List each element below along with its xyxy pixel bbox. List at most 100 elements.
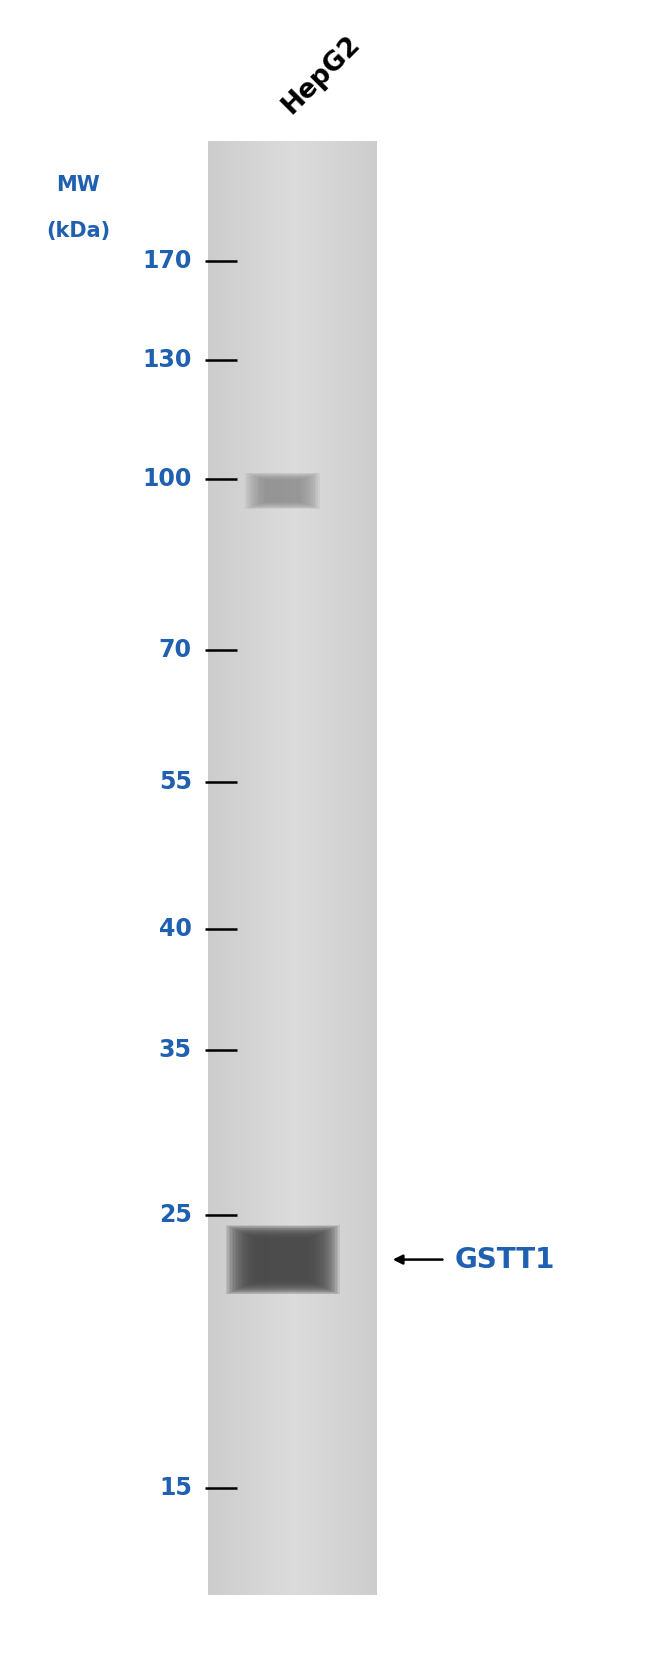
Bar bbox=[253, 141, 256, 1595]
Text: (kDa): (kDa) bbox=[46, 222, 110, 241]
Bar bbox=[358, 141, 360, 1595]
Bar bbox=[295, 141, 298, 1595]
Bar bbox=[337, 141, 341, 1595]
Bar bbox=[265, 141, 267, 1595]
Bar bbox=[242, 1231, 323, 1288]
Bar bbox=[349, 141, 352, 1595]
Bar bbox=[374, 141, 377, 1595]
Bar bbox=[259, 478, 307, 504]
Bar bbox=[343, 141, 346, 1595]
Bar bbox=[238, 1230, 328, 1289]
Bar bbox=[247, 473, 318, 509]
Bar bbox=[255, 476, 311, 506]
Text: 70: 70 bbox=[159, 638, 192, 661]
Bar bbox=[250, 1235, 316, 1284]
Bar bbox=[354, 141, 358, 1595]
Bar bbox=[261, 141, 265, 1595]
Bar bbox=[251, 474, 315, 507]
Text: MW: MW bbox=[56, 175, 100, 195]
Bar bbox=[229, 1227, 337, 1293]
Bar bbox=[257, 476, 309, 506]
Bar bbox=[264, 479, 302, 503]
Bar bbox=[366, 141, 369, 1595]
Bar bbox=[329, 141, 332, 1595]
Text: 25: 25 bbox=[159, 1203, 192, 1227]
Bar bbox=[219, 141, 222, 1595]
Bar bbox=[244, 1233, 322, 1286]
Bar bbox=[301, 141, 304, 1595]
Bar bbox=[248, 141, 250, 1595]
Bar bbox=[335, 141, 337, 1595]
Bar bbox=[320, 141, 324, 1595]
Bar bbox=[242, 141, 244, 1595]
Bar bbox=[239, 141, 242, 1595]
Bar bbox=[247, 1235, 318, 1284]
Bar bbox=[281, 141, 284, 1595]
Bar bbox=[230, 1227, 335, 1293]
Bar bbox=[216, 141, 219, 1595]
Bar bbox=[211, 141, 214, 1595]
Bar bbox=[341, 141, 343, 1595]
Text: 170: 170 bbox=[142, 250, 192, 273]
Bar bbox=[240, 1231, 325, 1288]
Bar bbox=[324, 141, 326, 1595]
Bar bbox=[231, 141, 233, 1595]
Bar bbox=[255, 1238, 310, 1281]
Bar bbox=[318, 141, 320, 1595]
Bar bbox=[326, 141, 329, 1595]
Bar bbox=[262, 479, 304, 503]
Text: GSTT1: GSTT1 bbox=[455, 1246, 555, 1273]
Bar bbox=[267, 141, 270, 1595]
Bar bbox=[226, 1225, 339, 1294]
Bar bbox=[304, 141, 307, 1595]
Bar bbox=[251, 1236, 315, 1283]
Bar bbox=[276, 141, 278, 1595]
Bar bbox=[225, 141, 227, 1595]
Bar bbox=[266, 479, 300, 503]
Text: 100: 100 bbox=[142, 468, 192, 491]
Bar bbox=[309, 141, 312, 1595]
Bar bbox=[363, 141, 366, 1595]
Bar bbox=[239, 1231, 326, 1288]
Bar bbox=[273, 141, 276, 1595]
Text: 35: 35 bbox=[159, 1038, 192, 1061]
Bar bbox=[227, 141, 231, 1595]
Bar bbox=[292, 141, 295, 1595]
Bar bbox=[287, 141, 290, 1595]
Bar bbox=[278, 141, 281, 1595]
Bar bbox=[222, 141, 225, 1595]
Bar bbox=[233, 1228, 332, 1291]
Bar bbox=[254, 1238, 311, 1281]
Bar bbox=[245, 1233, 320, 1286]
Bar bbox=[307, 141, 309, 1595]
Bar bbox=[249, 474, 317, 507]
Bar bbox=[371, 141, 374, 1595]
Bar bbox=[244, 141, 248, 1595]
Bar bbox=[235, 1228, 331, 1291]
Bar bbox=[214, 141, 216, 1595]
Bar bbox=[233, 141, 236, 1595]
Bar bbox=[232, 1228, 333, 1291]
Bar bbox=[312, 141, 315, 1595]
Bar bbox=[250, 141, 253, 1595]
Text: HepG2: HepG2 bbox=[278, 31, 366, 119]
Bar bbox=[352, 141, 354, 1595]
Bar bbox=[360, 141, 363, 1595]
Bar bbox=[248, 1235, 317, 1284]
Text: 40: 40 bbox=[159, 917, 192, 941]
Bar bbox=[253, 1236, 313, 1283]
Text: 15: 15 bbox=[159, 1476, 192, 1499]
Bar bbox=[298, 141, 301, 1595]
Bar bbox=[208, 141, 211, 1595]
Bar bbox=[259, 141, 261, 1595]
Bar bbox=[270, 141, 273, 1595]
Bar bbox=[236, 141, 239, 1595]
Text: 55: 55 bbox=[159, 770, 192, 793]
Bar bbox=[227, 1225, 338, 1294]
Bar bbox=[256, 141, 259, 1595]
Bar bbox=[290, 141, 292, 1595]
Bar bbox=[237, 1230, 329, 1289]
Text: 130: 130 bbox=[142, 349, 192, 372]
Bar bbox=[369, 141, 371, 1595]
Bar bbox=[260, 478, 306, 504]
